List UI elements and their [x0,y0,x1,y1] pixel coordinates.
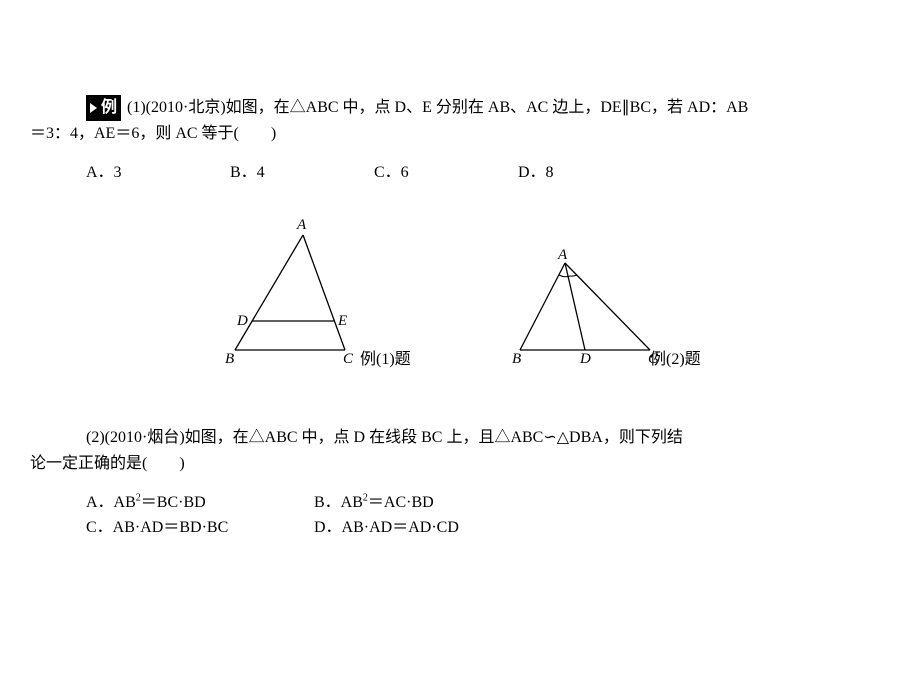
q1-option-c: C．6 [374,160,514,186]
question-1-text: 例 (1)(2010·北京)如图，在△ABC 中，点 D、E 分别在 AB、AC… [30,95,890,146]
fig1-label-e: E [337,313,347,329]
q2-line2: 论一定正确的是( ) [30,455,185,472]
q1-option-a: A．3 [86,160,226,186]
figure-1: A B C D E [215,215,375,370]
page-root: 例 (1)(2010·北京)如图，在△ABC 中，点 D、E 分别在 AB、AC… [0,0,920,690]
fig1-label-c: C [343,351,354,365]
q2-line1: (2)(2010·烟台)如图，在△ABC 中，点 D 在线段 BC 上，且△AB… [86,429,683,446]
question-2-text: (2)(2010·烟台)如图，在△ABC 中，点 D 在线段 BC 上，且△AB… [30,425,890,476]
q2-option-b: B．AB2＝AC·BD [314,494,434,511]
figure-2-caption: 例(2)题 [650,345,701,369]
fig1-label-b: B [225,351,234,365]
fig2-label-b: B [512,351,521,365]
q1-line1: (1)(2010·北京)如图，在△ABC 中，点 D、E 分别在 AB、AC 边… [127,99,748,116]
q1-option-b: B．4 [230,160,370,186]
example-tag: 例 [86,95,121,121]
question-2-options-row1: A．AB2＝BC·BD B．AB2＝AC·BD [86,490,434,516]
q1-line2: ＝3：4，AE＝6，则 AC 等于( ) [30,125,276,142]
q1-option-d: D．8 [518,160,554,186]
question-2-options-row2: C．AB·AD＝BD·BC D．AB·AD＝AD·CD [86,515,459,541]
q2-option-a: A．AB2＝BC·BD [86,490,310,516]
figure-1-svg: A B C D E [215,215,375,365]
q2-option-d: D．AB·AD＝AD·CD [314,519,459,536]
fig2-label-a: A [557,247,568,263]
figure-1-caption: 例(1)题 [360,345,411,369]
fig1-label-a: A [296,217,307,233]
q2-option-c: C．AB·AD＝BD·BC [86,515,310,541]
fig1-label-d: D [236,313,248,329]
question-1-options: A．3 B．4 C．6 D．8 [86,160,554,186]
fig2-label-d: D [579,351,591,365]
